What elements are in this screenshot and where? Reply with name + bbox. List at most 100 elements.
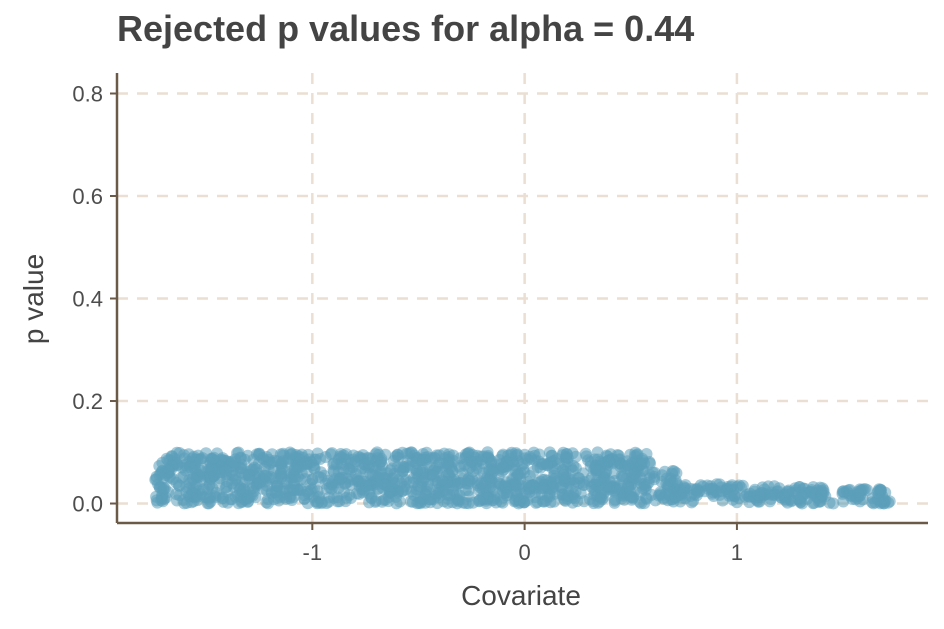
data-point bbox=[258, 461, 271, 474]
data-point bbox=[328, 457, 341, 470]
data-point bbox=[500, 456, 513, 469]
data-point bbox=[173, 447, 186, 459]
data-point bbox=[678, 487, 690, 499]
data-point bbox=[213, 478, 226, 491]
y-tick-label: 0.4 bbox=[72, 287, 103, 312]
data-point bbox=[424, 493, 437, 506]
data-point bbox=[807, 481, 820, 494]
y-tick-label: 0.0 bbox=[72, 492, 103, 517]
data-point bbox=[561, 492, 574, 505]
data-point bbox=[427, 470, 440, 483]
data-point bbox=[637, 482, 650, 495]
data-point bbox=[397, 484, 410, 497]
data-point bbox=[410, 485, 423, 498]
data-point bbox=[635, 497, 647, 510]
data-point bbox=[871, 486, 884, 499]
x-tick-label: -1 bbox=[303, 540, 323, 565]
data-point bbox=[231, 447, 244, 460]
data-point bbox=[366, 468, 379, 481]
data-point bbox=[851, 492, 864, 505]
data-point bbox=[638, 457, 651, 470]
data-point bbox=[603, 480, 615, 493]
data-point bbox=[867, 497, 880, 510]
data-point bbox=[346, 473, 359, 486]
data-point bbox=[529, 491, 542, 504]
data-point bbox=[660, 477, 673, 490]
data-point bbox=[158, 482, 171, 495]
data-point bbox=[511, 489, 524, 502]
data-point bbox=[743, 496, 756, 509]
data-point bbox=[180, 496, 193, 509]
data-point bbox=[277, 455, 290, 468]
data-point bbox=[473, 494, 486, 507]
data-point bbox=[262, 493, 274, 505]
data-point bbox=[247, 453, 260, 466]
data-point bbox=[734, 481, 747, 494]
data-point bbox=[590, 475, 603, 487]
data-point bbox=[320, 482, 333, 495]
data-point bbox=[559, 458, 572, 471]
data-point bbox=[219, 464, 232, 477]
data-point bbox=[354, 464, 367, 477]
data-point bbox=[375, 467, 388, 480]
data-point bbox=[578, 495, 591, 508]
data-point bbox=[509, 478, 522, 491]
data-point bbox=[462, 462, 475, 475]
data-point bbox=[280, 477, 293, 490]
data-point bbox=[288, 463, 301, 476]
data-point bbox=[271, 491, 284, 504]
data-point bbox=[451, 497, 464, 510]
data-point bbox=[462, 484, 475, 497]
data-point bbox=[524, 450, 536, 463]
data-point bbox=[716, 494, 729, 507]
data-points bbox=[149, 446, 896, 510]
data-point bbox=[375, 455, 388, 467]
data-point bbox=[523, 470, 536, 482]
data-point bbox=[150, 494, 163, 507]
data-point bbox=[443, 489, 456, 502]
data-point bbox=[669, 474, 682, 487]
data-point bbox=[634, 472, 647, 484]
axes bbox=[110, 73, 928, 530]
data-point bbox=[481, 446, 494, 459]
data-point bbox=[283, 492, 296, 505]
data-point bbox=[453, 460, 466, 472]
y-axis-title: p value bbox=[18, 254, 49, 344]
data-point bbox=[537, 482, 550, 495]
data-point bbox=[547, 469, 560, 482]
data-point bbox=[184, 461, 197, 474]
data-point bbox=[666, 465, 679, 477]
tick-labels: 0.0 0.2 0.4 0.6 0.8 -1 0 1 bbox=[72, 82, 743, 565]
data-point bbox=[192, 469, 205, 482]
data-point bbox=[311, 485, 324, 498]
data-point bbox=[499, 480, 512, 493]
data-point bbox=[191, 490, 204, 503]
y-tick-label: 0.8 bbox=[72, 82, 103, 107]
data-point bbox=[793, 481, 806, 493]
data-point bbox=[228, 469, 241, 482]
data-point bbox=[407, 472, 420, 484]
data-point bbox=[360, 479, 373, 492]
data-point bbox=[172, 479, 185, 492]
data-point bbox=[600, 449, 613, 462]
data-point bbox=[540, 458, 553, 471]
data-point bbox=[412, 496, 425, 509]
data-point bbox=[266, 448, 279, 461]
data-point bbox=[205, 461, 218, 474]
data-point bbox=[400, 447, 413, 460]
data-point bbox=[204, 491, 216, 504]
data-point bbox=[217, 491, 229, 504]
data-point bbox=[588, 484, 601, 497]
data-point bbox=[362, 452, 375, 465]
data-point bbox=[412, 454, 425, 467]
data-point bbox=[567, 480, 580, 493]
data-point bbox=[794, 496, 807, 509]
y-tick-label: 0.6 bbox=[72, 184, 103, 209]
data-point bbox=[546, 449, 559, 462]
data-point bbox=[184, 477, 197, 490]
data-point bbox=[340, 448, 353, 461]
data-point bbox=[578, 476, 590, 488]
data-point bbox=[486, 466, 499, 479]
data-point bbox=[339, 495, 352, 508]
